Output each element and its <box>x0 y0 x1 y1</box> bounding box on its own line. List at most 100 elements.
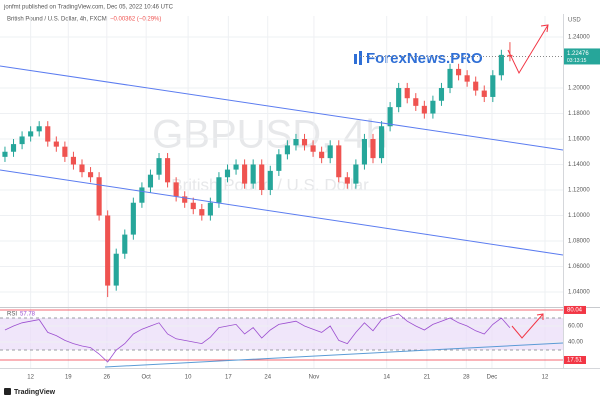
x-tick-label: 26 <box>103 375 110 381</box>
candle-body <box>490 75 496 97</box>
candle-body <box>190 202 196 210</box>
candle-body <box>199 209 205 216</box>
candle-body <box>70 156 77 165</box>
x-tick-label: 24 <box>264 375 271 381</box>
x-tick-label: 17 <box>225 375 232 381</box>
candle-body <box>19 136 25 145</box>
candle-body <box>370 139 376 159</box>
last-price-box <box>564 48 600 65</box>
y-tick-label: 1.10000 <box>568 213 590 219</box>
candle-body <box>276 154 282 171</box>
y-tick-label: 1.04000 <box>568 290 590 296</box>
plot: 12 19 26 Oct 10 17 24 Nov 14 21 28 Dec 12 1.24000 1.20… <box>0 16 600 381</box>
candle-body <box>259 164 265 190</box>
candle-body <box>378 126 385 159</box>
currency: USD <box>568 18 581 24</box>
candle-body <box>156 158 162 175</box>
x-tick-label: Dec <box>487 375 498 381</box>
rsi-marker-box <box>564 305 586 314</box>
candle-body <box>396 88 402 108</box>
candle-body <box>507 54 513 57</box>
candle-body <box>319 151 325 159</box>
candle-body <box>53 141 59 147</box>
x-tick-label: 21 <box>424 375 431 381</box>
x-tick-label: 19 <box>65 375 72 381</box>
watermark-symbol: GBPUSD, 4h <box>152 113 388 157</box>
candle-body <box>45 126 51 142</box>
y-tick-label: 60.00 <box>568 324 584 330</box>
x-tick-label: 10 <box>185 375 192 381</box>
candle-body <box>421 105 427 114</box>
y-tick-label: 40.00 <box>568 340 584 346</box>
countdown: 03:13:15 <box>567 58 587 64</box>
rsi-line <box>4 313 511 363</box>
candle-body <box>147 174 154 188</box>
candle-body <box>498 54 504 76</box>
candle-body <box>456 68 462 76</box>
footer: TradingView <box>14 389 56 396</box>
rsi-marker-box <box>564 355 586 364</box>
y-tick-label: 1.08000 <box>568 239 590 245</box>
y-tick-label: 1.20000 <box>568 86 590 92</box>
candle-body <box>216 177 222 203</box>
rsi-band <box>0 318 563 350</box>
x-tick-label: 28 <box>463 375 470 381</box>
candle-body <box>242 164 248 184</box>
last-price-label: 1.22476 <box>567 51 589 57</box>
candle-body <box>224 169 231 178</box>
y-tick-label: 1.24000 <box>568 35 590 41</box>
candle-body <box>139 187 145 203</box>
brand: ForexNews.PRO <box>366 50 483 67</box>
y-tick-label: 1.18000 <box>568 111 590 117</box>
candle-body <box>284 145 290 155</box>
footer-logo <box>4 388 11 395</box>
candle-body <box>344 177 350 184</box>
rsi-trendline <box>104 342 564 368</box>
change: −0.00362 (−0.29%) <box>110 17 161 23</box>
candle-body <box>130 202 136 235</box>
y-tick-label: 1.14000 <box>568 162 590 168</box>
candle-body <box>404 88 410 99</box>
candle-body <box>387 107 393 127</box>
candle-body <box>361 139 368 165</box>
rsi-marker-label: 80.04 <box>567 308 583 314</box>
y-tick-label: 1.06000 <box>568 264 590 270</box>
x-tick-label: Oct <box>142 375 152 381</box>
candle-body <box>79 164 85 173</box>
candle-body <box>250 164 256 184</box>
candle-body <box>10 144 17 152</box>
candle-body <box>173 182 179 197</box>
symbol-line: British Pound / U.S. Dollar, 4h, FXCM <box>7 17 107 23</box>
candle-body <box>165 158 171 183</box>
candle-body <box>473 81 479 91</box>
rsi-name: RSI <box>7 312 17 318</box>
candle-body <box>62 146 68 157</box>
x-tick-label: Nov <box>309 375 320 381</box>
candle-body <box>413 98 419 106</box>
candle-body <box>113 253 119 286</box>
x-tick-label: 12 <box>27 375 34 381</box>
candle-body <box>87 172 94 178</box>
candle-body <box>353 164 359 184</box>
candle-body <box>301 139 308 146</box>
candle-body <box>481 90 487 97</box>
candle-body <box>438 88 445 101</box>
candle-body <box>207 202 213 216</box>
candle-body <box>327 145 333 159</box>
candle-body <box>28 131 34 137</box>
candle-body <box>267 170 273 190</box>
x-tick-label: 14 <box>383 375 390 381</box>
y-tick-label: 1.12000 <box>568 188 590 194</box>
candle-body <box>36 126 42 132</box>
trendline <box>0 65 564 151</box>
candle-body <box>310 145 316 152</box>
candle-body <box>336 145 342 178</box>
brand-logo <box>354 51 362 65</box>
candle-body <box>2 151 8 157</box>
x-tick-label: 12 <box>542 375 549 381</box>
rsi-value: 57.78 <box>20 312 36 318</box>
candle-body <box>464 75 470 82</box>
rsi-forecast-arrow <box>511 313 544 339</box>
